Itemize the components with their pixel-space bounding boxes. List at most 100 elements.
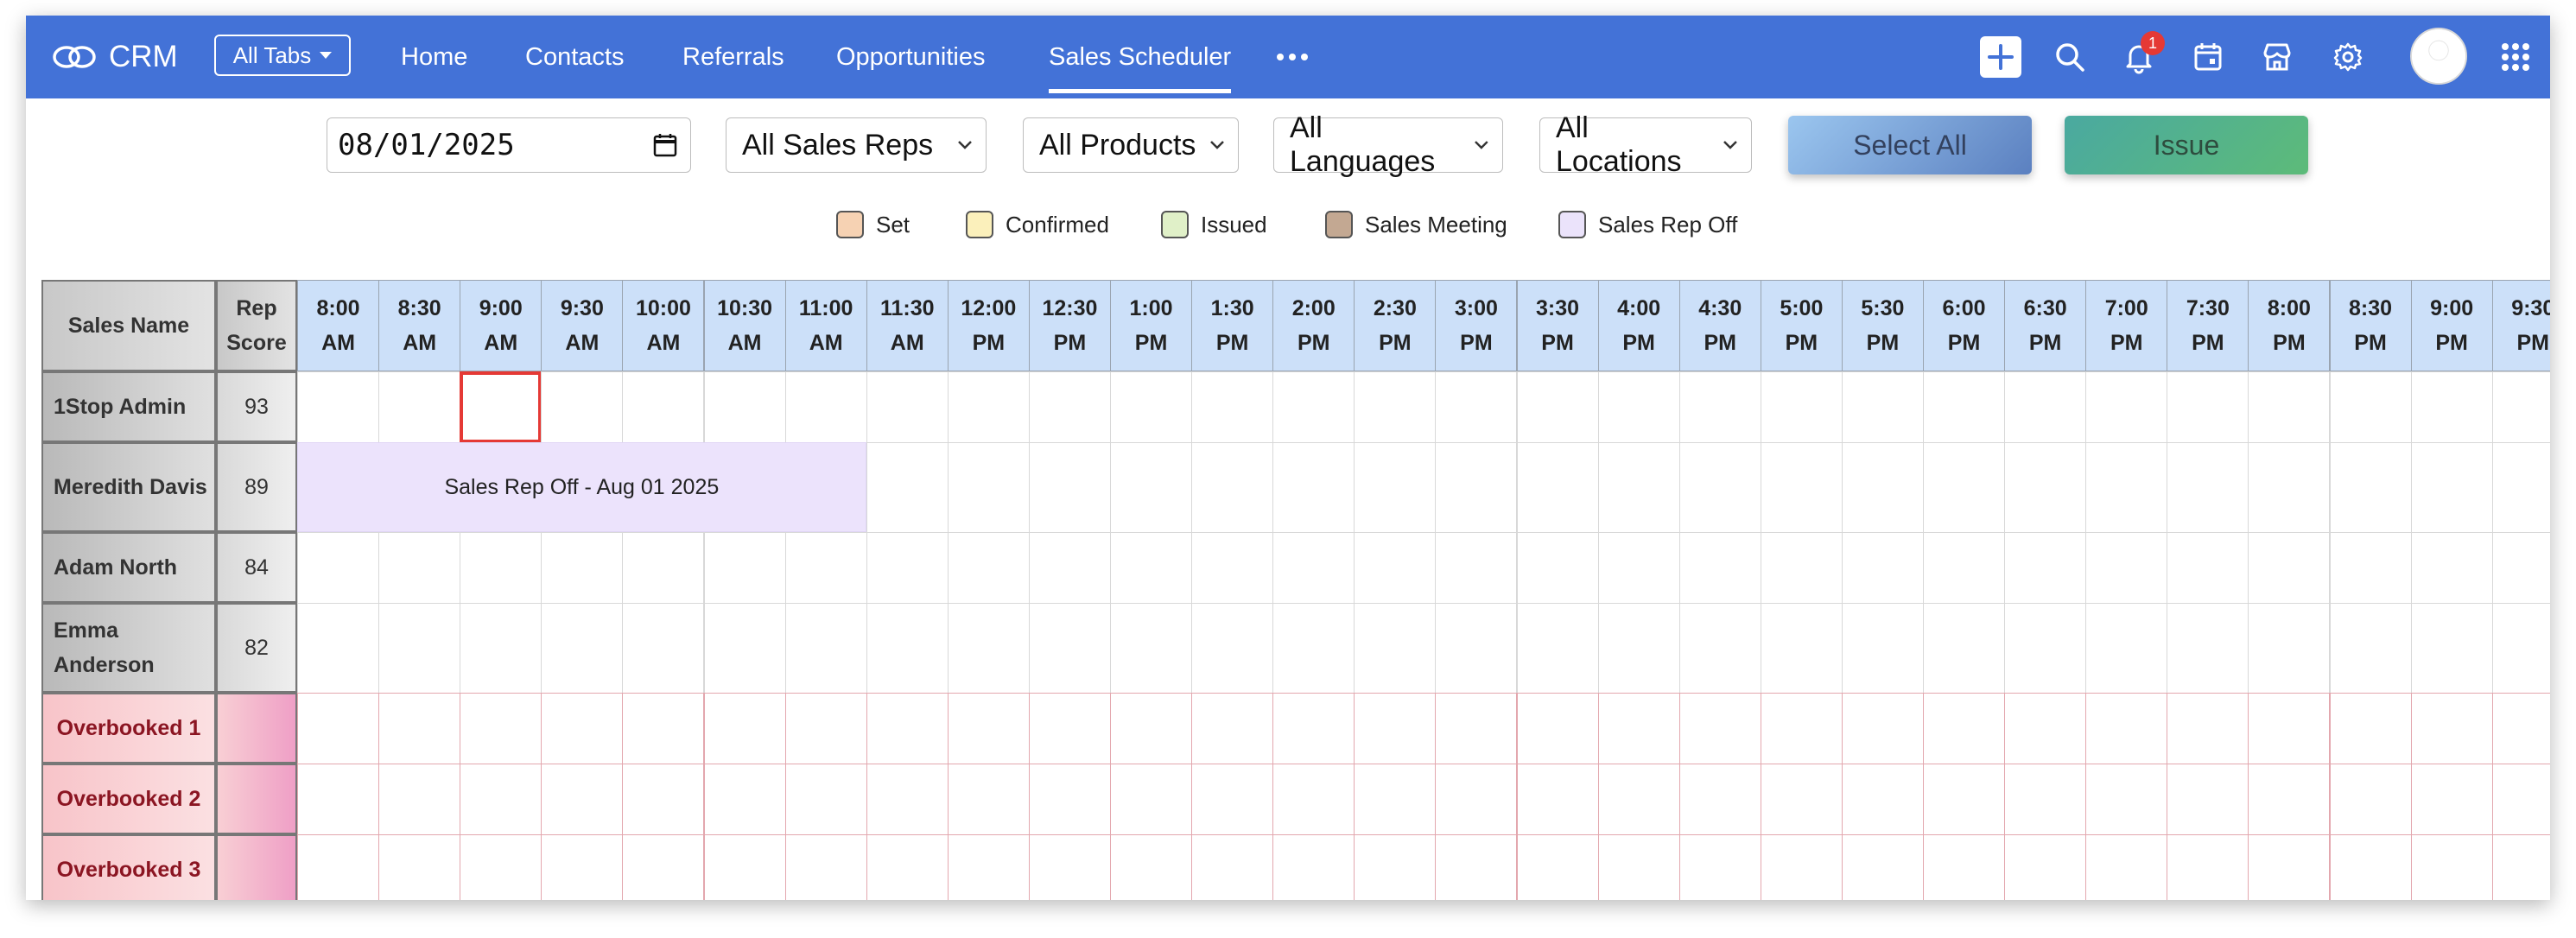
issue-button[interactable]: Issue	[2065, 116, 2308, 174]
overbooked-slot[interactable]	[1191, 834, 1274, 900]
overbooked-slot[interactable]	[2410, 693, 2493, 764]
time-slot[interactable]	[2248, 603, 2331, 694]
time-slot[interactable]	[2167, 442, 2249, 533]
time-slot[interactable]	[2329, 371, 2412, 443]
time-slot[interactable]	[2329, 603, 2412, 694]
overbooked-slot[interactable]	[1272, 764, 1355, 835]
overbooked-slot[interactable]	[2004, 764, 2087, 835]
tab-opportunities[interactable]: Opportunities	[836, 43, 986, 71]
time-slot[interactable]	[1760, 371, 1843, 443]
time-slot[interactable]	[947, 371, 1030, 443]
time-slot[interactable]	[1435, 532, 1518, 604]
overbooked-slot[interactable]	[297, 693, 380, 764]
time-slot[interactable]	[622, 603, 705, 694]
time-slot[interactable]	[947, 603, 1030, 694]
time-slot[interactable]	[1028, 371, 1111, 443]
time-slot[interactable]	[541, 603, 624, 694]
overbooked-slot[interactable]	[1516, 764, 1599, 835]
time-slot[interactable]	[866, 532, 949, 604]
time-slot[interactable]	[2329, 532, 2412, 604]
overbooked-slot[interactable]	[866, 764, 949, 835]
time-slot[interactable]	[1272, 371, 1355, 443]
time-slot[interactable]	[703, 371, 786, 443]
time-slot[interactable]	[460, 603, 542, 694]
time-slot[interactable]	[866, 603, 949, 694]
overbooked-slot[interactable]	[1110, 764, 1193, 835]
time-slot[interactable]	[2085, 532, 2168, 604]
time-slot[interactable]	[1760, 442, 1843, 533]
overbooked-slot[interactable]	[1272, 693, 1355, 764]
overbooked-slot[interactable]	[1191, 764, 1274, 835]
overbooked-slot[interactable]	[2329, 693, 2412, 764]
time-slot[interactable]	[1191, 603, 1274, 694]
time-slot[interactable]	[1191, 442, 1274, 533]
time-slot[interactable]	[1028, 532, 1111, 604]
select-all-button[interactable]: Select All	[1788, 116, 2032, 174]
time-slot[interactable]	[784, 532, 867, 604]
locations-select[interactable]: All Locations	[1539, 111, 1752, 178]
overbooked-slot[interactable]	[622, 693, 705, 764]
time-slot[interactable]	[1923, 603, 2006, 694]
time-slot[interactable]	[1516, 603, 1599, 694]
overbooked-slot[interactable]	[947, 693, 1030, 764]
overbooked-slot[interactable]	[1923, 693, 2006, 764]
overbooked-slot[interactable]	[2167, 834, 2249, 900]
time-slot[interactable]	[1191, 532, 1274, 604]
time-slot[interactable]	[784, 371, 867, 443]
overbooked-slot[interactable]	[1760, 693, 1843, 764]
time-slot[interactable]	[1841, 603, 1924, 694]
overbooked-slot[interactable]	[1841, 693, 1924, 764]
tab-sales-scheduler[interactable]: Sales Scheduler	[1049, 16, 1232, 98]
products-select[interactable]: All Products	[1023, 117, 1239, 173]
time-slot[interactable]	[1028, 442, 1111, 533]
time-slot[interactable]	[1923, 442, 2006, 533]
time-slot[interactable]	[2004, 532, 2087, 604]
overbooked-slot[interactable]	[703, 834, 786, 900]
overbooked-slot[interactable]	[2329, 834, 2412, 900]
time-slot[interactable]	[1760, 532, 1843, 604]
time-slot[interactable]	[297, 532, 380, 604]
time-slot[interactable]	[2167, 532, 2249, 604]
calendar-icon[interactable]	[652, 132, 678, 158]
overbooked-slot[interactable]	[2085, 764, 2168, 835]
calendar-button[interactable]	[2187, 36, 2229, 78]
overbooked-slot[interactable]	[622, 834, 705, 900]
time-slot[interactable]	[703, 603, 786, 694]
time-slot[interactable]	[1923, 532, 2006, 604]
time-slot[interactable]	[1597, 603, 1680, 694]
overbooked-slot[interactable]	[1028, 834, 1111, 900]
time-slot[interactable]	[2167, 603, 2249, 694]
all-tabs-dropdown[interactable]: All Tabs	[214, 35, 351, 76]
time-slot[interactable]	[1110, 442, 1193, 533]
time-slot[interactable]	[1354, 371, 1437, 443]
overbooked-slot[interactable]	[1272, 834, 1355, 900]
overbooked-slot[interactable]	[1110, 693, 1193, 764]
time-slot[interactable]	[2329, 442, 2412, 533]
time-slot[interactable]	[1597, 442, 1680, 533]
time-slot[interactable]	[541, 532, 624, 604]
overbooked-slot[interactable]	[1516, 693, 1599, 764]
time-slot[interactable]	[1110, 532, 1193, 604]
overbooked-slot[interactable]	[378, 834, 461, 900]
overbooked-slot[interactable]	[2167, 764, 2249, 835]
sales-reps-select[interactable]: All Sales Reps	[726, 117, 987, 173]
settings-button[interactable]	[2327, 36, 2369, 78]
overbooked-slot[interactable]	[947, 764, 1030, 835]
time-slot[interactable]	[1516, 371, 1599, 443]
overbooked-slot[interactable]	[460, 693, 542, 764]
time-slot[interactable]	[784, 603, 867, 694]
time-slot[interactable]	[378, 371, 461, 443]
overbooked-slot[interactable]	[460, 834, 542, 900]
overbooked-slot[interactable]	[1597, 693, 1680, 764]
overbooked-slot[interactable]	[2491, 693, 2550, 764]
add-button[interactable]	[1980, 36, 2021, 78]
user-avatar[interactable]	[2410, 28, 2467, 85]
overbooked-slot[interactable]	[947, 834, 1030, 900]
store-button[interactable]	[2256, 36, 2298, 78]
time-slot[interactable]	[541, 371, 624, 443]
time-slot[interactable]	[2004, 371, 2087, 443]
tab-home[interactable]: Home	[401, 43, 468, 71]
time-slot[interactable]	[2491, 603, 2550, 694]
overbooked-slot[interactable]	[703, 764, 786, 835]
overbooked-slot[interactable]	[1841, 764, 1924, 835]
